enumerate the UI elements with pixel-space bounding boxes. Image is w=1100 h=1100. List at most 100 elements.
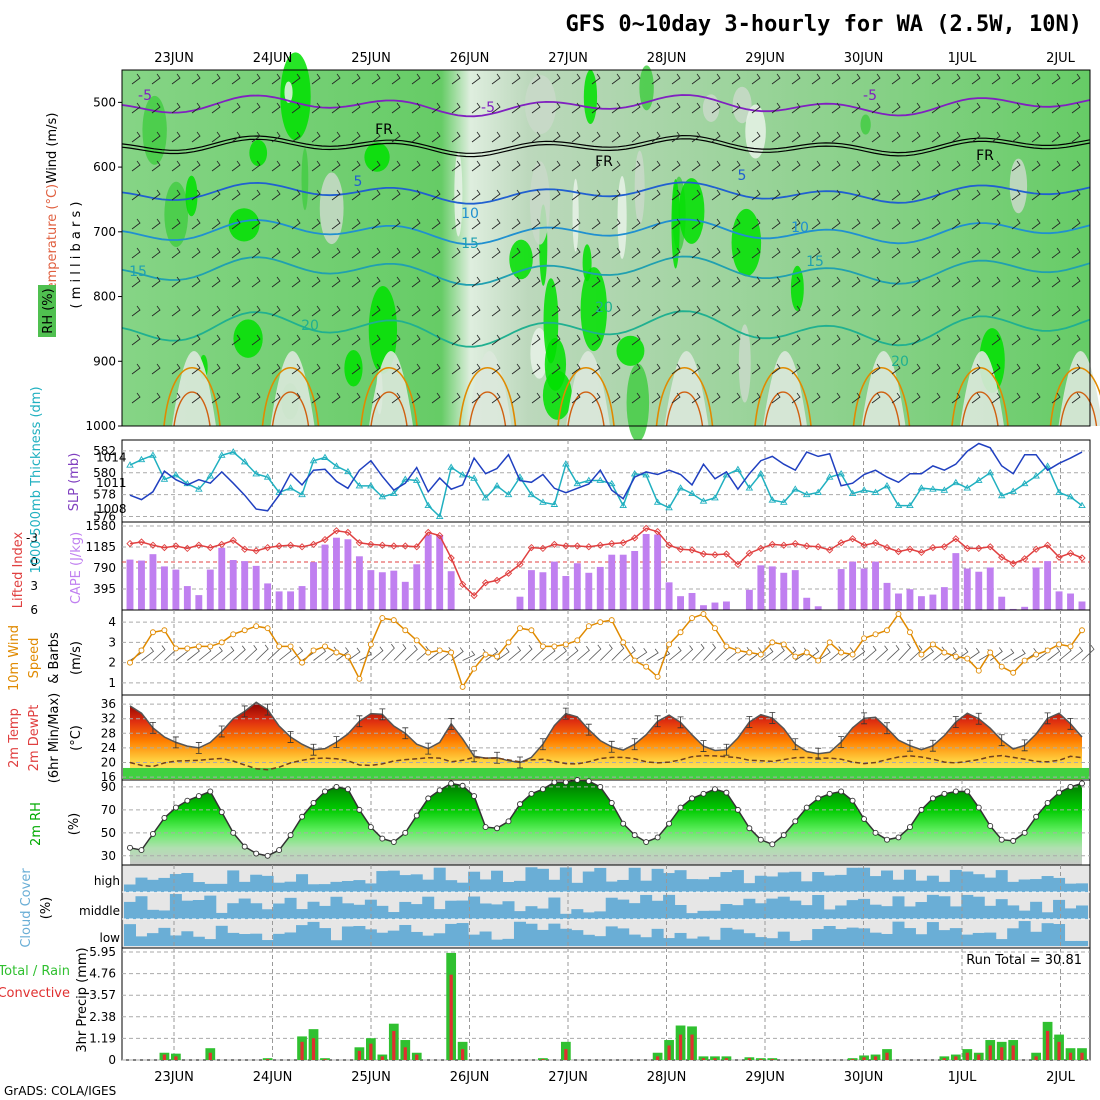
upper-wind-barb xyxy=(371,334,381,346)
upper-wind-barb xyxy=(131,102,141,114)
rh2m-line-point xyxy=(700,790,707,797)
pressure-tick-600: 600 xyxy=(93,160,116,174)
cloud-fraction-cell xyxy=(250,874,263,892)
wind10m-speed-line-point xyxy=(482,651,489,658)
upper-wind-barb xyxy=(671,73,681,85)
precip-conv-bar xyxy=(954,1056,958,1060)
upper-wind-barb xyxy=(511,363,521,375)
cloud-fraction-cell xyxy=(548,923,561,946)
lifted-index-line-point xyxy=(768,540,776,549)
rh-patch xyxy=(280,52,311,141)
lifted-index-line-point xyxy=(871,539,880,547)
lifted-index-line-point xyxy=(860,541,868,549)
cloud-fraction-cell xyxy=(422,935,435,946)
rh2m-tick-90: 90 xyxy=(101,780,116,794)
temp2m-minmax-bar xyxy=(264,703,271,716)
top-date-29jun: 29JUN xyxy=(745,51,785,66)
upper-wind-barb xyxy=(1051,392,1061,404)
upper-wind-barb xyxy=(1031,131,1041,143)
cloud-fraction-cell xyxy=(823,926,836,946)
rh2m-line-point xyxy=(803,804,810,811)
wind10m-speed-line-point xyxy=(149,629,156,636)
cape-bar xyxy=(321,544,329,610)
wind10m-barb xyxy=(405,645,418,661)
isotherm-30-dome xyxy=(271,391,310,427)
upper-wind-barb xyxy=(391,131,401,143)
upper-wind-barb xyxy=(831,73,841,85)
cape-bar xyxy=(528,570,535,610)
rh-patch xyxy=(142,95,167,165)
wind10m-barb xyxy=(1070,646,1084,661)
wind10m-speed-line-point xyxy=(195,643,202,650)
upper-air-background xyxy=(122,70,1090,426)
upper-wind-barb xyxy=(891,305,901,317)
thickness-line-point xyxy=(711,494,719,501)
wind10m-speed-line-point xyxy=(861,635,868,642)
upper-wind-barb xyxy=(471,392,481,404)
cape-bar xyxy=(447,571,455,610)
rh2m-line-point xyxy=(792,818,799,825)
lifted-index-line-point xyxy=(757,544,765,553)
cloud-fraction-cell xyxy=(789,940,802,946)
upper-wind-barb xyxy=(411,102,421,114)
upper-wind-barb xyxy=(811,218,821,230)
upper-wind-barb xyxy=(1011,73,1021,85)
cloud-fraction-cell xyxy=(754,903,767,919)
cloud-fraction-cell xyxy=(571,930,584,946)
thickness-label: 1000-500mb Thickness (dm) xyxy=(29,386,44,573)
upper-wind-barb xyxy=(911,392,921,404)
upper-wind-barb xyxy=(431,160,441,172)
cape-bar xyxy=(895,593,902,610)
upper-wind-barb xyxy=(871,363,881,375)
rh2m-line-point xyxy=(712,786,718,793)
upper-wind-barb xyxy=(251,363,261,375)
cape-tick-1580: 1580 xyxy=(85,519,116,533)
upper-wind-barb xyxy=(371,392,381,404)
rh-patch xyxy=(634,150,645,225)
cape-bar xyxy=(138,560,145,610)
thickness-line-point xyxy=(435,512,444,519)
temp2m-tick-28: 28 xyxy=(101,726,116,740)
isotherm-30-dome xyxy=(468,391,507,427)
upper-wind-barb xyxy=(411,218,421,230)
temp2m-minmax-bar xyxy=(218,725,225,738)
wind10m-speed-line-point xyxy=(528,627,535,634)
cloud-fraction-cell xyxy=(433,909,446,919)
thickness-line-point xyxy=(757,470,765,477)
upper-wind-barb xyxy=(331,218,341,230)
upper-wind-barb xyxy=(511,160,521,172)
wind10m-speed-line-point xyxy=(918,651,925,658)
rh-patch xyxy=(344,349,363,387)
cloud-fraction-cell xyxy=(995,899,1008,919)
upper-wind-barb xyxy=(271,189,281,201)
rh2m-line-point xyxy=(344,786,351,793)
upper-wind-barb xyxy=(451,305,461,317)
wind10m-speed-line-point xyxy=(310,647,317,654)
wind10m-barb xyxy=(210,646,223,661)
upper-wind-barb xyxy=(731,363,741,375)
lifted-index-line-point xyxy=(699,550,708,558)
precip-label-a: Total / Rain xyxy=(0,964,70,979)
upper-wind-barb xyxy=(1051,334,1061,346)
cloud-fraction-cell xyxy=(296,925,309,946)
upper-wind-barb xyxy=(1031,247,1041,259)
rh-patch xyxy=(233,319,263,358)
temp2m-minmax-bar xyxy=(1044,712,1051,725)
upper-wind-barb xyxy=(371,131,381,143)
upper-wind-barb xyxy=(731,160,741,172)
precip-tick-1-19: 1.19 xyxy=(89,1031,116,1045)
wind10m-barb xyxy=(599,644,613,661)
cape-bar xyxy=(917,596,925,610)
upper-wind-barb xyxy=(391,363,401,375)
lifted-index-line-point xyxy=(241,545,249,553)
pressure-tick-800: 800 xyxy=(93,290,116,304)
upper-wind-barb xyxy=(791,392,801,404)
upper-wind-barb xyxy=(271,160,281,172)
wind10m-speed-line-point xyxy=(746,649,753,656)
thickness-line-point xyxy=(791,485,800,492)
lifted-index-line-point xyxy=(894,547,903,556)
wind10m-speed-line-point xyxy=(631,657,638,664)
isotherm-30-dome xyxy=(1059,391,1098,427)
precip-conv-bar xyxy=(323,1059,327,1060)
